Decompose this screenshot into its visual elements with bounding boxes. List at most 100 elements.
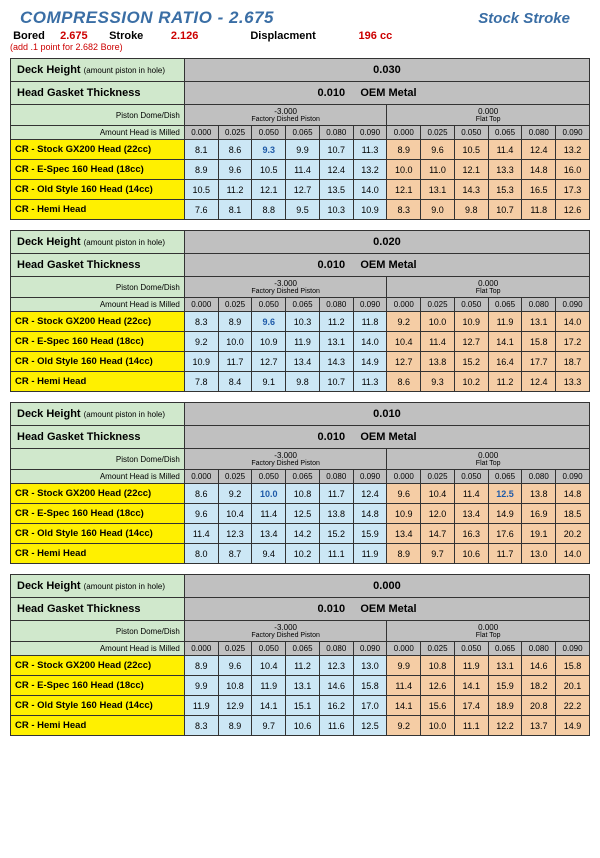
mill-value: 0.025 <box>421 298 455 312</box>
head-type-label: CR - Old Style 160 Head (14cc) <box>11 352 185 372</box>
cr-value: 20.2 <box>556 524 590 544</box>
cr-value: 12.6 <box>421 676 455 696</box>
cr-value: 8.9 <box>184 160 218 180</box>
cr-value: 11.3 <box>353 140 387 160</box>
cr-value: 9.3 <box>252 140 286 160</box>
mill-value: 0.065 <box>286 298 320 312</box>
cr-value: 8.4 <box>218 372 252 392</box>
flat-top-header: 0.000Flat Top <box>387 621 590 642</box>
cr-value: 8.9 <box>218 716 252 736</box>
cr-value: 14.1 <box>387 696 421 716</box>
cr-value: 11.9 <box>252 676 286 696</box>
stroke-label: Stroke <box>109 30 143 42</box>
cr-value: 15.1 <box>286 696 320 716</box>
cr-value: 8.9 <box>387 140 421 160</box>
cr-value: 11.9 <box>454 656 488 676</box>
cr-value: 11.2 <box>286 656 320 676</box>
mill-value: 0.000 <box>387 126 421 140</box>
gasket-thickness-label: Head Gasket Thickness <box>11 426 185 449</box>
deck-height-value: 0.020 <box>184 231 589 254</box>
mill-value: 0.090 <box>556 298 590 312</box>
cr-value: 17.3 <box>556 180 590 200</box>
cr-value: 9.6 <box>218 160 252 180</box>
mill-value: 0.000 <box>387 642 421 656</box>
cr-value: 12.1 <box>387 180 421 200</box>
cr-value: 13.1 <box>319 332 353 352</box>
mill-value: 0.065 <box>488 642 522 656</box>
mill-value: 0.090 <box>556 470 590 484</box>
cr-value: 12.4 <box>353 484 387 504</box>
cr-value: 13.7 <box>522 716 556 736</box>
milled-label: Amount Head is Milled <box>11 470 185 484</box>
mill-value: 0.080 <box>319 642 353 656</box>
cr-value: 12.1 <box>252 180 286 200</box>
cr-value: 11.0 <box>421 160 455 180</box>
flat-top-header: 0.000Flat Top <box>387 105 590 126</box>
cr-value: 13.3 <box>556 372 590 392</box>
cr-value: 9.8 <box>454 200 488 220</box>
cr-value: 13.2 <box>353 160 387 180</box>
cr-value: 11.4 <box>184 524 218 544</box>
mill-value: 0.080 <box>319 126 353 140</box>
cr-value: 9.5 <box>286 200 320 220</box>
cr-value: 8.3 <box>184 312 218 332</box>
cr-value: 17.4 <box>454 696 488 716</box>
cr-value: 8.3 <box>387 200 421 220</box>
cr-value: 8.7 <box>218 544 252 564</box>
cr-value: 12.5 <box>488 484 522 504</box>
mill-value: 0.090 <box>353 470 387 484</box>
cr-value: 15.9 <box>353 524 387 544</box>
cr-value: 16.2 <box>319 696 353 716</box>
cr-value: 9.6 <box>252 312 286 332</box>
milled-label: Amount Head is Milled <box>11 298 185 312</box>
cr-value: 9.7 <box>252 716 286 736</box>
gasket-thickness-label: Head Gasket Thickness <box>11 82 185 105</box>
cr-value: 12.6 <box>556 200 590 220</box>
flat-top-header: 0.000Flat Top <box>387 449 590 470</box>
mill-value: 0.025 <box>218 298 252 312</box>
cr-value: 8.9 <box>218 312 252 332</box>
mill-value: 0.080 <box>522 298 556 312</box>
cr-value: 17.0 <box>353 696 387 716</box>
cr-value: 10.5 <box>252 160 286 180</box>
cr-value: 11.3 <box>353 372 387 392</box>
cr-value: 16.9 <box>522 504 556 524</box>
cr-value: 11.2 <box>218 180 252 200</box>
gasket-thickness-label: Head Gasket Thickness <box>11 598 185 621</box>
cr-value: 11.7 <box>488 544 522 564</box>
cr-value: 9.9 <box>184 676 218 696</box>
cr-value: 10.6 <box>286 716 320 736</box>
cr-value: 13.8 <box>319 504 353 524</box>
mill-value: 0.080 <box>319 470 353 484</box>
cr-value: 8.6 <box>184 484 218 504</box>
cr-value: 11.4 <box>421 332 455 352</box>
mill-value: 0.080 <box>522 126 556 140</box>
cr-value: 13.1 <box>522 312 556 332</box>
mill-value: 0.065 <box>488 470 522 484</box>
mill-value: 0.025 <box>421 126 455 140</box>
cr-value: 15.8 <box>522 332 556 352</box>
cr-value: 9.6 <box>218 656 252 676</box>
dome-dish-label: Piston Dome/Dish <box>11 621 185 642</box>
cr-value: 20.1 <box>556 676 590 696</box>
cr-value: 12.1 <box>454 160 488 180</box>
cr-value: 14.1 <box>488 332 522 352</box>
cr-value: 10.9 <box>252 332 286 352</box>
cr-value: 14.6 <box>522 656 556 676</box>
cr-value: 14.8 <box>353 504 387 524</box>
cr-value: 9.4 <box>252 544 286 564</box>
flat-top-header: 0.000Flat Top <box>387 277 590 298</box>
dished-piston-header: -3.000Factory Dished Piston <box>184 105 387 126</box>
cr-value: 10.4 <box>387 332 421 352</box>
deck-height-label: Deck Height (amount piston in hole) <box>11 59 185 82</box>
cr-value: 13.4 <box>454 504 488 524</box>
mill-value: 0.050 <box>252 470 286 484</box>
cr-value: 11.7 <box>218 352 252 372</box>
cr-value: 13.1 <box>488 656 522 676</box>
gasket-thickness-value: 0.010 OEM Metal <box>184 598 589 621</box>
cr-table: Deck Height (amount piston in hole)0.000… <box>10 574 590 736</box>
cr-value: 11.1 <box>454 716 488 736</box>
cr-value: 12.7 <box>454 332 488 352</box>
mill-value: 0.065 <box>286 642 320 656</box>
cr-value: 8.3 <box>184 716 218 736</box>
